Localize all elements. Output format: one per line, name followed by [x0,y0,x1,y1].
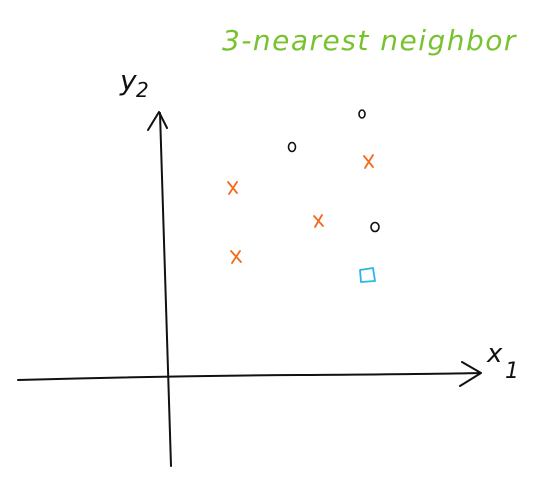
circle-point [370,221,380,233]
y-axis-arrowhead [147,111,168,131]
y-axis-label: y 2 [119,64,149,102]
x-axis [17,372,481,381]
cross-point [313,214,324,228]
y-axis-label-main: y [119,64,137,97]
x-axis-label-sub: 1 [505,359,519,384]
x-axis-label-main: x [486,339,503,369]
x-axis-label: x 1 [486,339,519,384]
cross-point [230,250,242,264]
y-axis-label-sub: 2 [136,78,149,102]
diagram-title: 3-nearest neighbor [222,24,517,57]
cross-point [363,154,374,169]
y-axis [159,112,172,467]
cross-point [227,181,238,195]
circle-point [287,141,297,153]
query-point [359,267,376,283]
x-axis-arrowhead [459,361,482,387]
circle-point [358,109,366,119]
